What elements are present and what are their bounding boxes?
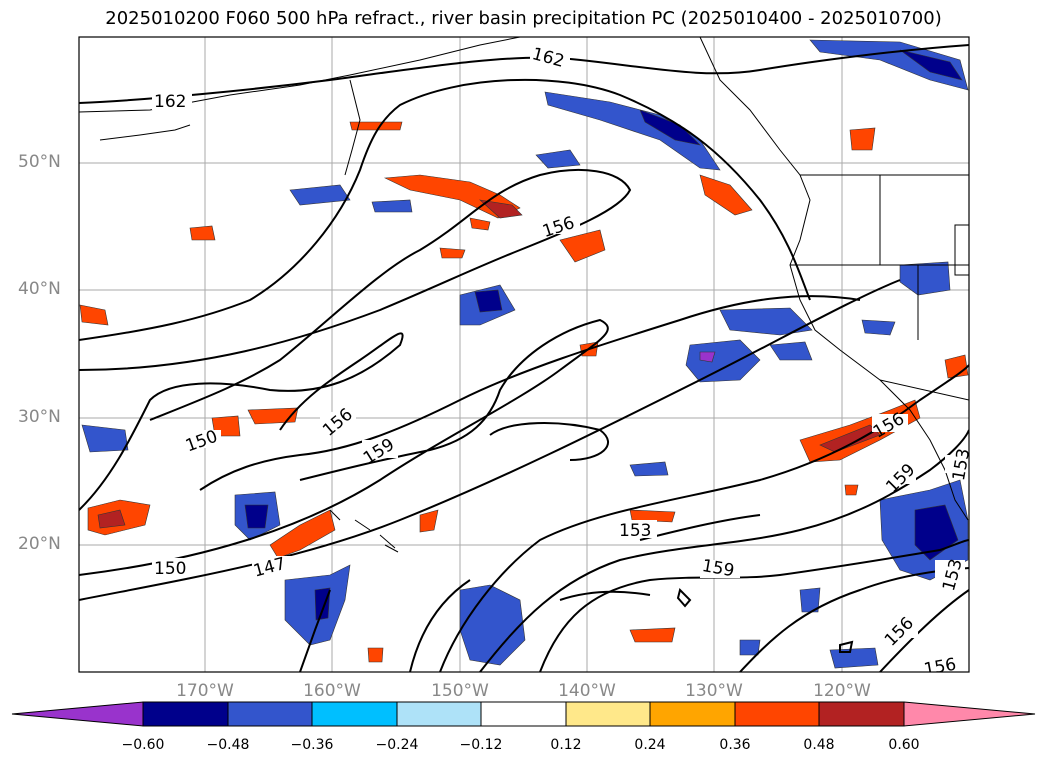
colorbar-tick-label: −0.24 (375, 737, 419, 753)
colorbar-bin (227, 701, 313, 727)
shade-blue (719, 307, 813, 336)
colorbar-extend-high (903, 701, 1036, 727)
shade-blue (799, 587, 821, 613)
colorbar-tick-label: −0.60 (121, 737, 165, 753)
shade-orangered (439, 247, 466, 259)
shade-blue (739, 639, 761, 656)
shade-darkblue (314, 587, 331, 621)
shade-blue (544, 91, 721, 171)
shade-orangered (629, 509, 676, 523)
colorbar-bin (396, 701, 482, 727)
shade-orangered (469, 217, 491, 231)
colorbar-tick-label: −0.36 (290, 737, 334, 753)
colorbar-tick-label: −0.48 (206, 737, 250, 753)
lon-label: 160°W (303, 681, 361, 701)
shade-blue (371, 199, 413, 213)
colorbar-tick-label: 0.48 (803, 737, 835, 753)
shade-darkblue (474, 289, 503, 313)
plot-frame (78, 36, 970, 673)
shade-orangered (367, 647, 384, 663)
colorbar-bin (818, 701, 905, 727)
shade-orangered (247, 407, 299, 425)
colorbar-bin (142, 701, 229, 727)
colorbar-bin (480, 701, 567, 727)
shade-blue (629, 461, 669, 477)
shade-firebrick (97, 509, 126, 529)
shade-orangered (699, 174, 753, 216)
lat-label: 40°N (18, 279, 61, 299)
contour-label: 153 (949, 447, 974, 482)
shade-orangered (269, 509, 336, 559)
shade-orangered (559, 229, 606, 263)
shade-blue (809, 39, 969, 91)
shade-blue (685, 339, 761, 383)
colorbar-bin (565, 701, 651, 727)
colorbar-tick-label: 0.12 (550, 737, 582, 753)
refractivity-contours (79, 44, 969, 672)
lon-label: 120°W (813, 681, 871, 701)
precip-shading (79, 39, 969, 669)
lon-label: 150°W (431, 681, 489, 701)
contour-label: 150 (154, 559, 186, 579)
colorbar-tick-label: 0.60 (888, 737, 920, 753)
contour-label: 162 (154, 92, 186, 112)
shade-blue (535, 149, 581, 169)
shade-blue (289, 184, 351, 206)
lon-label: 170°W (176, 681, 234, 701)
shade-firebrick (479, 199, 523, 219)
shade-orangered (844, 484, 859, 496)
shade-blue (899, 261, 951, 296)
colorbar-bin (311, 701, 398, 727)
shade-darkblue (914, 504, 959, 561)
colorbar-tick-label: 0.24 (634, 737, 666, 753)
colorbar-tick-label: −0.12 (459, 737, 503, 753)
contour-label: 153 (619, 521, 651, 541)
shade-orangered (419, 509, 439, 533)
graticule (79, 37, 969, 672)
contour-label: 159 (882, 460, 919, 497)
colorbar-tick-label: 0.36 (719, 737, 751, 753)
shade-orangered (629, 627, 676, 643)
lat-label: 30°N (18, 407, 61, 427)
contour-label: 156 (319, 405, 357, 441)
shade-orangered (849, 127, 876, 151)
shade-blue (829, 647, 879, 669)
lon-label: 140°W (558, 681, 616, 701)
lat-label: 20°N (18, 534, 61, 554)
colorbar-bin (649, 701, 736, 727)
colorbar (11, 701, 1036, 727)
contour-label: 156 (922, 655, 957, 680)
contour-label-backgrounds (152, 50, 967, 672)
shade-purple (699, 351, 716, 363)
shade-firebrick (819, 424, 881, 453)
lon-label: 130°W (685, 681, 743, 701)
shade-orangered (383, 174, 521, 219)
shade-orangered (349, 121, 403, 131)
shade-darkblue (899, 49, 963, 81)
shade-blue (81, 424, 129, 453)
shade-blue (769, 341, 813, 361)
colorbar-extend-low (11, 701, 144, 727)
map-title: 2025010200 F060 500 hPa refract., river … (105, 8, 942, 29)
contour-label: 156 (881, 613, 918, 650)
coastlines (79, 37, 969, 553)
shade-darkblue (244, 504, 269, 529)
lat-label: 50°N (18, 152, 61, 172)
colorbar-bin (734, 701, 820, 727)
shade-blue (861, 319, 896, 336)
shade-orangered (189, 225, 216, 241)
shade-blue (459, 584, 526, 666)
shade-orangered (944, 354, 969, 379)
shade-orangered (79, 304, 109, 326)
